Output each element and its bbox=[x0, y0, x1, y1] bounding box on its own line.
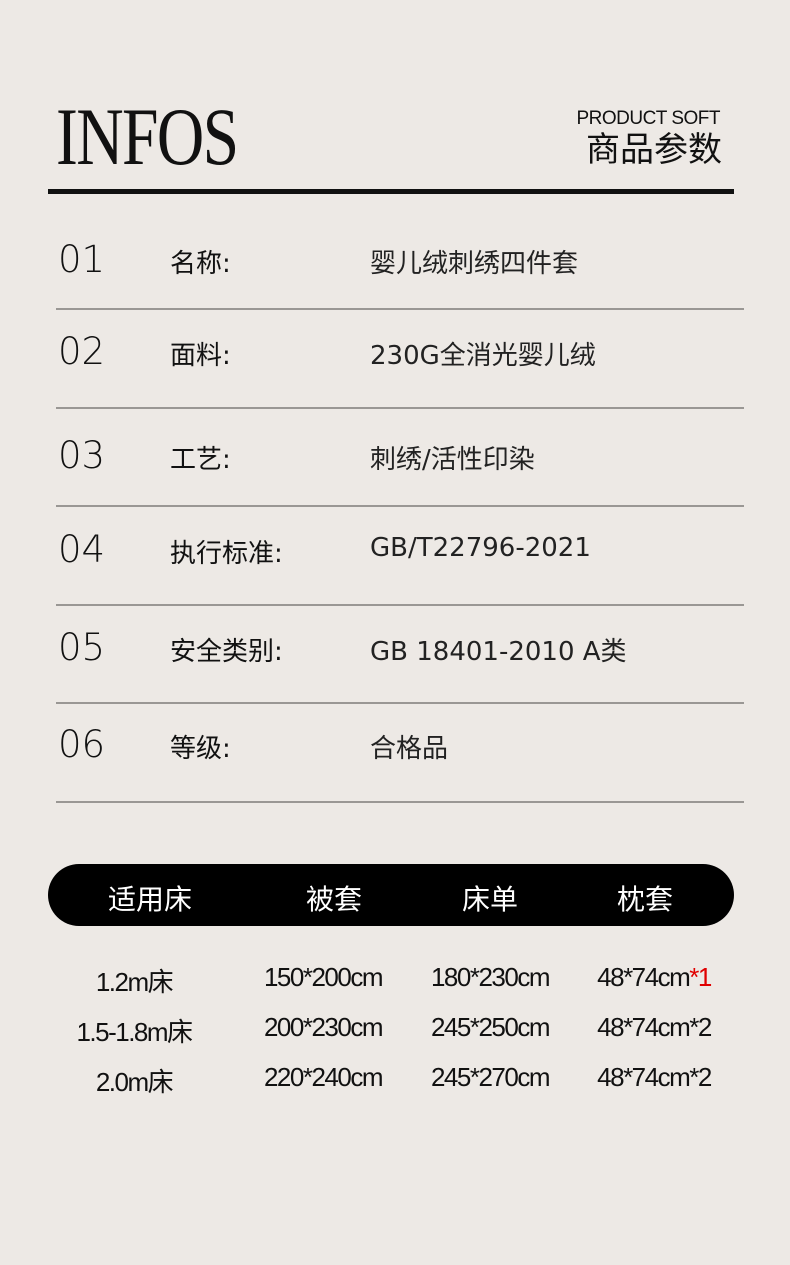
spec-row: 05 安全类别: GB 18401-2010 A类 bbox=[56, 604, 744, 704]
cell-bed: 1.2m床 bbox=[95, 967, 174, 997]
subtitle-en: PRODUCT SOFT bbox=[576, 108, 720, 129]
spec-value: 230G全消光婴儿绒 bbox=[370, 341, 596, 371]
spec-number: 05 bbox=[58, 626, 106, 669]
cell-duvet: 150*200cm bbox=[263, 962, 384, 992]
spec-value: 婴儿绒刺绣四件套 bbox=[370, 249, 579, 279]
spec-number: 06 bbox=[58, 723, 106, 766]
spec-number: 02 bbox=[58, 330, 106, 373]
spec-number: 04 bbox=[58, 528, 106, 571]
spec-value: GB/T22796-2021 bbox=[370, 533, 591, 563]
subtitle-cn: 商品参数 bbox=[586, 130, 722, 170]
size-table-header: 适用床 被套 床单 枕套 bbox=[48, 864, 734, 926]
spec-label: 面料: bbox=[170, 341, 231, 371]
pillow-size: 48*74cm bbox=[597, 962, 691, 992]
spec-number: 03 bbox=[58, 434, 106, 477]
header-bed: 适用床 bbox=[107, 883, 193, 916]
pillow-size: 48*74cm bbox=[597, 1062, 691, 1092]
pillow-size: 48*74cm bbox=[597, 1012, 691, 1042]
pillow-qty: *2 bbox=[689, 1062, 712, 1092]
spec-row: 04 执行标准: GB/T22796-2021 bbox=[56, 506, 744, 606]
spec-row: 03 工艺: 刺绣/活性印染 bbox=[56, 407, 744, 507]
spec-number: 01 bbox=[58, 238, 106, 281]
spec-label: 执行标准: bbox=[170, 539, 283, 569]
cell-bed: 2.0m床 bbox=[95, 1067, 174, 1097]
spec-row: 01 名称: 婴儿绒刺绣四件套 bbox=[56, 210, 744, 310]
spec-label: 等级: bbox=[170, 734, 231, 764]
cell-duvet: 220*240cm bbox=[263, 1062, 384, 1092]
spec-value: 刺绣/活性印染 bbox=[370, 445, 535, 475]
spec-label: 工艺: bbox=[170, 445, 231, 475]
header-divider bbox=[48, 189, 734, 194]
cell-pillow: 48*74cm*2 bbox=[597, 1012, 712, 1043]
header-pillow: 枕套 bbox=[616, 883, 674, 916]
cell-pillow: 48*74cm*1 bbox=[597, 962, 712, 993]
pillow-qty: *2 bbox=[689, 1012, 712, 1042]
cell-bed: 1.5-1.8m床 bbox=[76, 1017, 193, 1047]
spec-label: 名称: bbox=[170, 249, 231, 279]
cell-duvet: 200*230cm bbox=[263, 1012, 384, 1042]
spec-label: 安全类别: bbox=[170, 637, 283, 667]
cell-pillow: 48*74cm*2 bbox=[597, 1062, 712, 1093]
spec-row: 02 面料: 230G全消光婴儿绒 bbox=[56, 309, 744, 409]
spec-row: 06 等级: 合格品 bbox=[56, 703, 744, 803]
header-sheet: 床单 bbox=[461, 883, 519, 916]
spec-value: GB 18401-2010 A类 bbox=[370, 637, 627, 667]
header-duvet: 被套 bbox=[305, 883, 363, 916]
cell-sheet: 180*230cm bbox=[430, 962, 551, 992]
cell-sheet: 245*250cm bbox=[430, 1012, 551, 1042]
spec-value: 合格品 bbox=[370, 734, 449, 764]
cell-sheet: 245*270cm bbox=[430, 1062, 551, 1092]
page-title: INFOS bbox=[56, 91, 239, 182]
pillow-qty: *1 bbox=[689, 962, 712, 992]
